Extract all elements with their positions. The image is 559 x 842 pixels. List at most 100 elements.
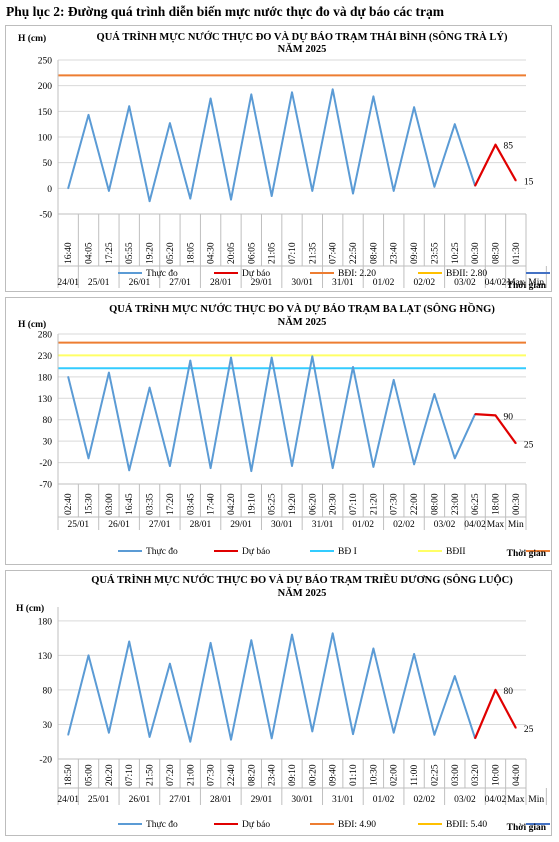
x-tick-label: 01:30 xyxy=(512,242,522,264)
date-label: 01/02 xyxy=(373,278,395,288)
y-tick-label: -20 xyxy=(39,756,52,766)
data-point xyxy=(87,114,90,116)
date-label: 26/01 xyxy=(108,520,130,530)
date-label: 24/01 xyxy=(57,795,79,805)
chart-panel-trieu-duong: QUÁ TRÌNH MỰC NƯỚC THỰC ĐO VÀ DỰ BÁO TRẠ… xyxy=(5,570,552,836)
x-tick-label: 17:25 xyxy=(105,242,115,264)
x-tick-label: 03:00 xyxy=(451,764,461,786)
data-point xyxy=(148,200,151,202)
date-label: 30/01 xyxy=(291,278,313,288)
x-tick-label: 18:00 xyxy=(491,493,501,515)
data-point xyxy=(352,192,354,195)
chart-subtitle: NĂM 2025 xyxy=(278,316,327,328)
date-label: 04/02 xyxy=(464,520,486,530)
data-point xyxy=(372,95,375,98)
date-label: 31/01 xyxy=(312,520,334,530)
x-tick-label: 00:20 xyxy=(308,764,318,786)
data-point xyxy=(209,467,212,469)
data-point xyxy=(250,93,253,96)
x-tick-label: 22:00 xyxy=(410,493,420,515)
data-point xyxy=(148,386,151,389)
x-tick-label: 08:40 xyxy=(369,242,379,264)
x-tick-label: 03:45 xyxy=(186,493,196,515)
data-point xyxy=(169,662,171,665)
x-tick-label: 04:05 xyxy=(85,242,95,264)
legend-label: BĐ I xyxy=(338,547,357,557)
y-tick-label: 30 xyxy=(43,438,53,448)
x-tick-label: 05:00 xyxy=(85,764,95,786)
date-label: 27/01 xyxy=(149,520,171,530)
x-tick-label: 03:00 xyxy=(105,493,115,515)
data-point xyxy=(494,689,497,691)
data-point xyxy=(250,639,253,641)
y-tick-label: 30 xyxy=(43,721,53,731)
chart-title: QUÁ TRÌNH MỰC NƯỚC THỰC ĐO VÀ DỰ BÁO TRẠ… xyxy=(97,30,508,43)
date-label: 27/01 xyxy=(169,278,191,288)
data-point xyxy=(67,187,69,190)
x-tick-label: 05:20 xyxy=(166,242,176,264)
y-tick-label: 130 xyxy=(38,395,53,405)
x-tick-label: 23:00 xyxy=(451,493,461,515)
date-label: 26/01 xyxy=(129,795,151,805)
date-label: 29/01 xyxy=(230,520,252,530)
date-label: 25/01 xyxy=(88,795,110,805)
y-tick-label: 50 xyxy=(43,159,53,169)
legend-label: Thực đo xyxy=(146,820,178,830)
series-line-observed xyxy=(67,355,477,473)
x-tick-label: 04:00 xyxy=(512,764,522,786)
y-tick-label: 80 xyxy=(43,686,53,696)
x-tick-label: 10:00 xyxy=(491,764,501,786)
y-axis-label: H (cm) xyxy=(18,319,46,330)
x-tick-label: 06:05 xyxy=(247,242,257,264)
data-point xyxy=(189,740,192,743)
date-label: 28/01 xyxy=(210,795,232,805)
legend-label: BĐI: 2.20 xyxy=(338,269,376,279)
data-point xyxy=(352,366,354,368)
data-point xyxy=(311,355,314,358)
data-point xyxy=(230,198,232,201)
chart-thai-binh: QUÁ TRÌNH MỰC NƯỚC THỰC ĐO VÀ DỰ BÁO TRẠ… xyxy=(18,30,550,291)
data-point xyxy=(494,143,497,146)
date-label: 31/01 xyxy=(332,795,354,805)
legend-label: BĐII: 2.80 xyxy=(446,269,487,279)
data-point xyxy=(148,736,151,738)
data-point xyxy=(87,654,90,657)
date-label: 26/01 xyxy=(129,278,151,288)
date-label: 29/01 xyxy=(251,795,273,805)
y-tick-label: -50 xyxy=(39,211,52,221)
data-point xyxy=(291,465,293,467)
date-label: 02/02 xyxy=(413,278,435,288)
forecast-value-label: 85 xyxy=(503,142,513,152)
x-tick-label: 09:10 xyxy=(288,764,298,786)
chart-panel-ba-lat: QUÁ TRÌNH MỰC NƯỚC THỰC ĐO VÀ DỰ BÁO TRẠ… xyxy=(5,297,552,565)
x-tick-label: 18:50 xyxy=(64,764,74,786)
data-point xyxy=(515,727,517,729)
x-tick-label: 07:10 xyxy=(288,242,298,264)
x-tick-label: 20:05 xyxy=(227,242,237,264)
x-tick-label: 03:35 xyxy=(146,493,156,515)
x-tick-label: 17:20 xyxy=(166,493,176,515)
data-point xyxy=(128,469,131,472)
data-point xyxy=(169,122,171,124)
date-label: 01/02 xyxy=(373,795,395,805)
date-label: Max xyxy=(507,795,525,805)
x-tick-label: 08:00 xyxy=(430,493,440,515)
chart-ba-lat: QUÁ TRÌNH MỰC NƯỚC THỰC ĐO VÀ DỰ BÁO TRẠ… xyxy=(18,302,550,559)
data-point xyxy=(372,647,375,650)
date-label: 28/01 xyxy=(190,520,212,530)
x-tick-label: 08:30 xyxy=(491,242,501,264)
x-tick-label: 04:20 xyxy=(227,493,237,515)
data-point xyxy=(270,737,273,740)
y-tick-label: 130 xyxy=(38,652,53,662)
y-tick-label: 150 xyxy=(38,108,53,118)
page-title: Phụ lục 2: Đường quá trình diễn biến mực… xyxy=(6,4,444,19)
data-point xyxy=(108,190,110,192)
chart-title: QUÁ TRÌNH MỰC NƯỚC THỰC ĐO VÀ DỰ BÁO TRẠ… xyxy=(109,302,495,315)
y-tick-label: 280 xyxy=(38,331,53,341)
data-point xyxy=(291,91,293,94)
x-tick-label: 21:05 xyxy=(268,242,278,264)
data-point xyxy=(453,123,456,125)
data-point xyxy=(270,356,273,359)
x-tick-label: 19:20 xyxy=(146,242,156,264)
x-tick-label: 11:00 xyxy=(410,764,420,786)
